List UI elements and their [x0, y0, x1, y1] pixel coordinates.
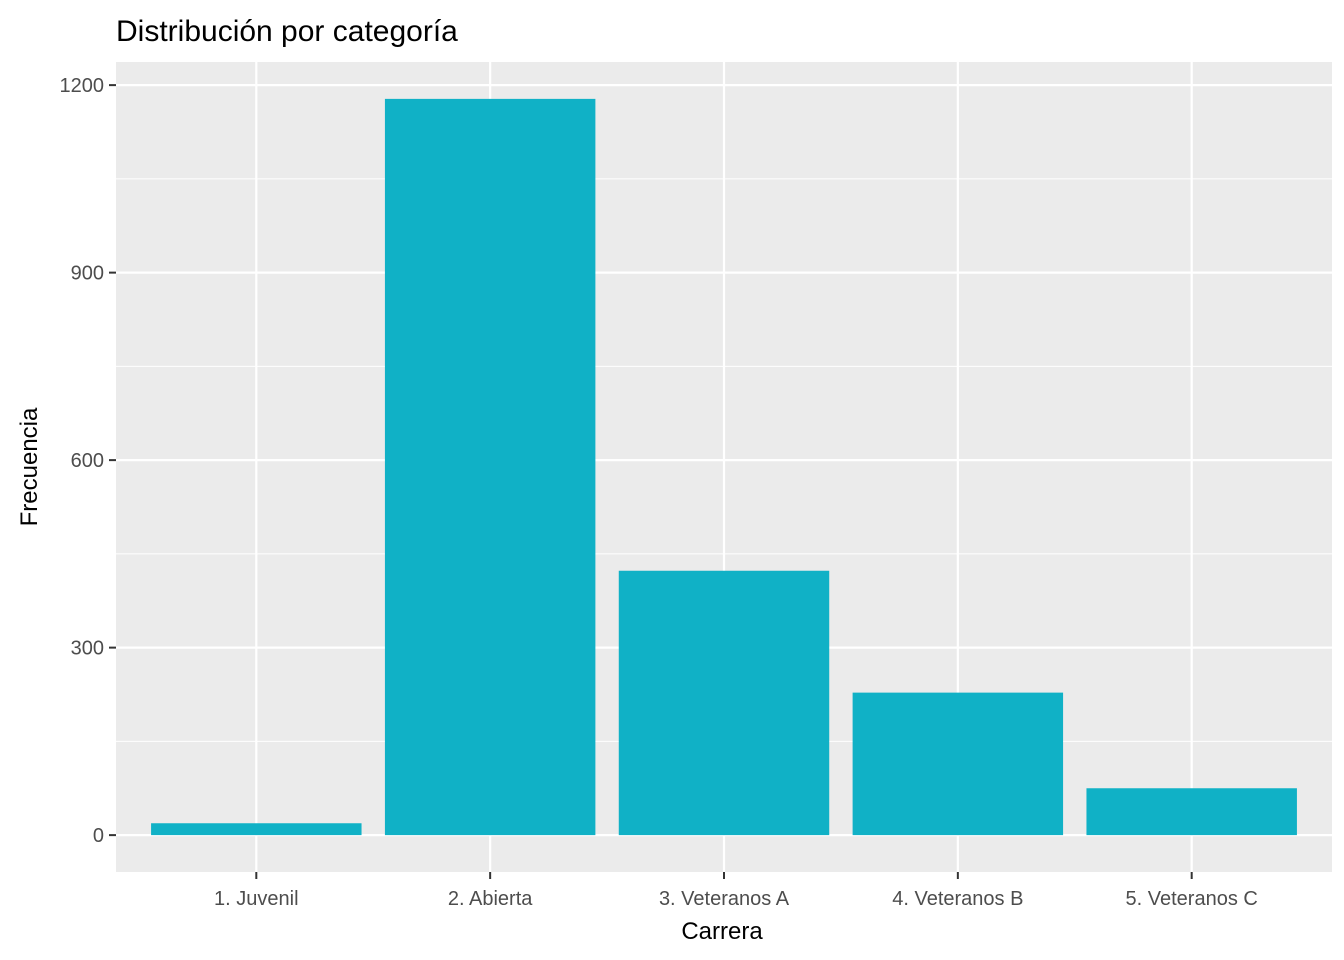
x-tick-label: 1. Juvenil	[214, 888, 299, 910]
y-axis-title: Frecuencia	[16, 407, 43, 526]
x-tick-label: 5. Veteranos C	[1126, 888, 1258, 910]
bars	[151, 98, 1297, 836]
y-tick-label: 600	[71, 450, 104, 472]
x-tick-label: 2. Abierta	[448, 888, 533, 910]
y-tick-label: 900	[71, 263, 104, 285]
bar	[384, 98, 596, 836]
bar	[1086, 788, 1297, 836]
bar	[151, 823, 362, 836]
y-tick-label: 300	[71, 638, 104, 660]
chart-title: Distribución por categoría	[116, 15, 458, 48]
x-tick-label: 3. Veteranos A	[659, 888, 790, 910]
x-tick-label: 4. Veteranos B	[892, 888, 1023, 910]
y-tick-label: 1200	[60, 75, 105, 97]
bar	[618, 570, 830, 836]
y-axis: 0 300 600 900 1200	[60, 75, 116, 847]
y-tick-label: 0	[93, 825, 104, 847]
bar	[852, 692, 1064, 836]
x-axis: 1. Juvenil 2. Abierta 3. Veteranos A 4. Vet…	[214, 872, 1258, 910]
x-axis-title: Carrera	[681, 918, 763, 945]
